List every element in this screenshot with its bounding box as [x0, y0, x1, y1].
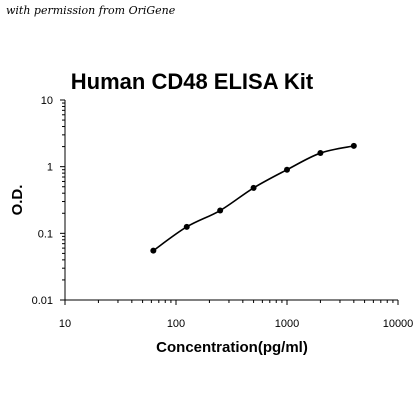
- x-tick-label: 10: [59, 318, 71, 330]
- data-point: [217, 207, 224, 214]
- fit-curve: [152, 145, 354, 252]
- y-axis-label: O.D.: [9, 185, 26, 216]
- y-tick-label: 0.1: [38, 228, 53, 240]
- data-point: [250, 184, 257, 191]
- data-point: [150, 247, 157, 254]
- x-tick-label: 100: [167, 318, 185, 330]
- y-tick-label: 10: [41, 95, 53, 107]
- watermark-text: with permission from OriGene: [6, 4, 176, 17]
- data-point: [317, 150, 324, 157]
- tick-marks: [60, 99, 399, 305]
- data-point: [183, 223, 190, 230]
- x-tick-label: 1000: [275, 318, 299, 330]
- data-point: [350, 142, 357, 149]
- y-tick-label: 0.01: [32, 295, 53, 307]
- x-tick-label: 10000: [383, 318, 414, 330]
- x-axis-label: Concentration(pg/ml): [156, 339, 308, 356]
- data-points: [150, 142, 357, 254]
- data-point: [284, 166, 290, 173]
- chart-title: Human CD48 ELISA Kit: [71, 69, 314, 94]
- axes: [64, 100, 398, 301]
- tick-labels: 10 100 1000 10000 0.01 0.1 1 10: [32, 95, 414, 330]
- y-tick-label: 1: [47, 162, 53, 174]
